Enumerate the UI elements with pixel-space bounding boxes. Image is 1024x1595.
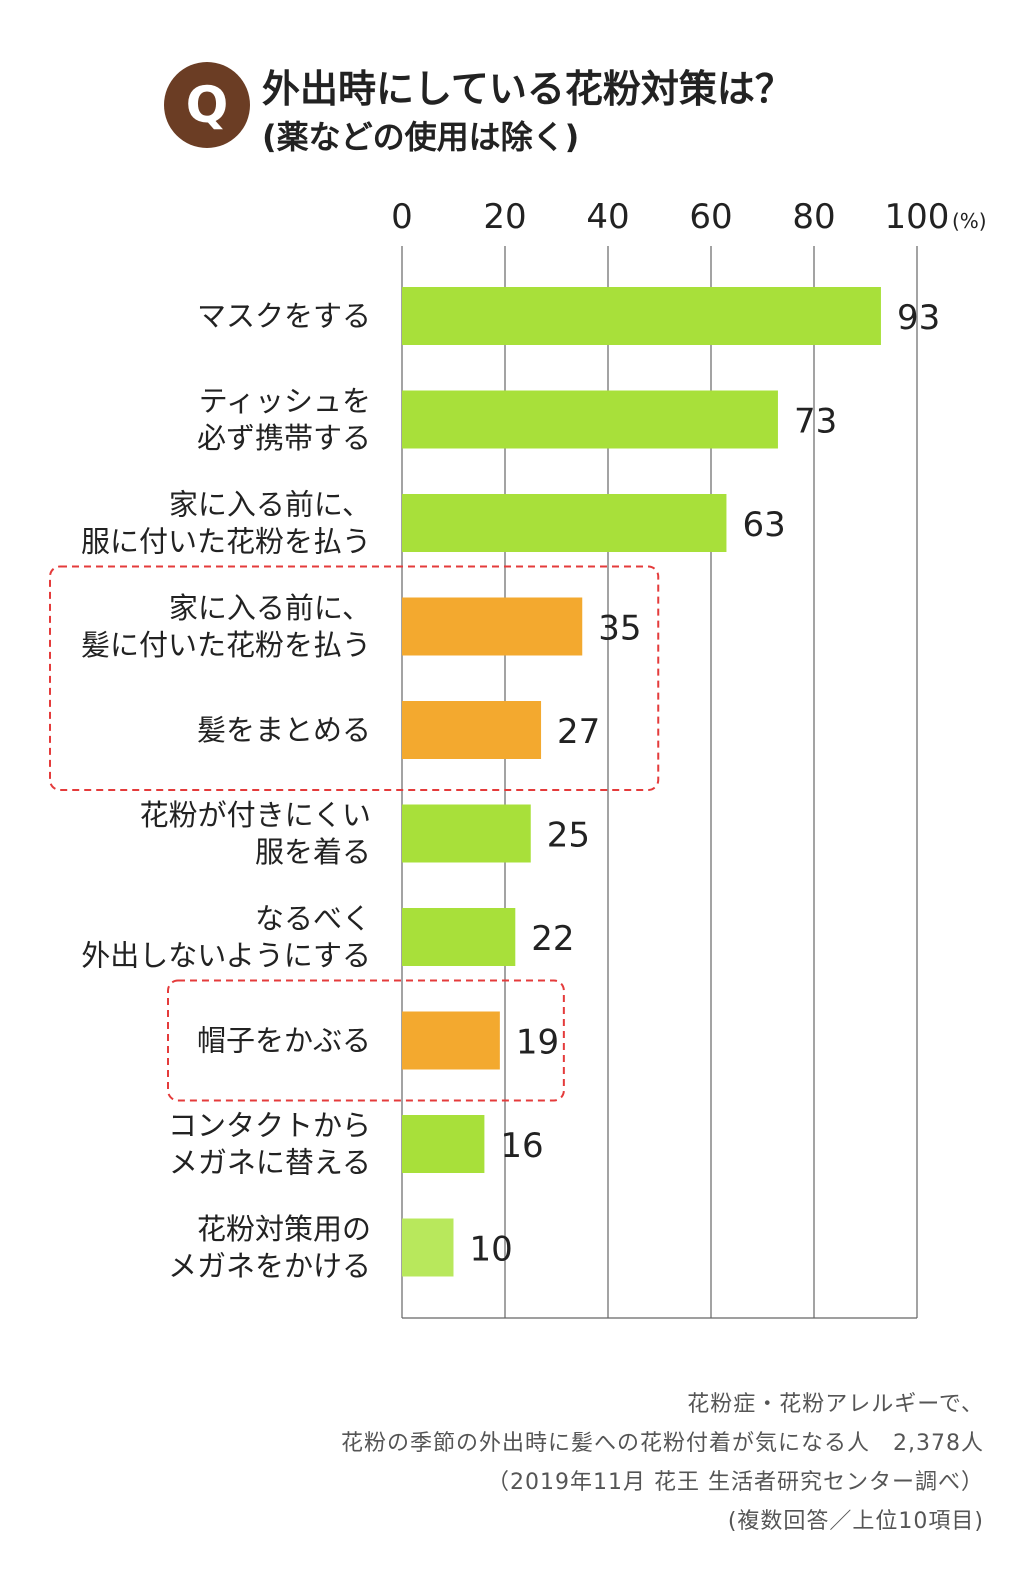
chart-subtitle: (薬などの使用は除く) [262, 118, 580, 156]
category-label: 花粉が付きにくい [140, 798, 371, 832]
bar [402, 908, 516, 966]
category-label: 家に入る前に、 [169, 591, 371, 625]
value-label: 63 [742, 505, 785, 545]
bar [402, 390, 778, 449]
x-tick-label: 80 [792, 197, 835, 237]
x-tick-label: 20 [483, 197, 526, 237]
highlight-box [49, 565, 660, 791]
value-label: 19 [516, 1023, 559, 1063]
bar [402, 701, 542, 759]
category-label: 花粉対策用の [197, 1212, 371, 1246]
chart-title: 外出時にしている花粉対策は？ [262, 67, 793, 111]
category-label: 服を着る [255, 835, 371, 869]
category-label: 服に付いた花粉を払う [81, 525, 371, 559]
bar [402, 287, 881, 345]
value-label: 27 [557, 712, 600, 752]
category-label: 必ず携帯する [197, 421, 371, 455]
category-label: コンタクトから [168, 1109, 371, 1143]
x-tick-label: 100 [885, 197, 950, 237]
bar [402, 804, 531, 863]
category-label: 帽子をかぶる [197, 1024, 371, 1058]
value-label: 93 [897, 298, 940, 338]
source-line: 花粉症・花粉アレルギーで、 [687, 1392, 984, 1417]
source-line: (複数回答／上位10項目) [727, 1509, 984, 1534]
category-label: 外出しないようにする [81, 939, 371, 973]
value-label: 25 [547, 816, 590, 856]
category-label: 髪に付いた花粉を払う [81, 628, 371, 662]
category-label: 髪をまとめる [197, 713, 371, 747]
highlight-box [167, 979, 565, 1102]
category-label: ティッシュを [199, 384, 371, 418]
value-label: 22 [531, 919, 574, 959]
value-label: 73 [794, 402, 837, 442]
x-tick-label: 60 [689, 197, 732, 237]
category-label: なるべく [255, 902, 371, 936]
value-label: 35 [598, 609, 641, 649]
category-label: 家に入る前に、 [169, 488, 371, 522]
source-note: 花粉症・花粉アレルギーで、 花粉の季節の外出時に髪への花粉付着が気になる人 2,… [341, 1385, 984, 1541]
bar [402, 1011, 500, 1070]
bar [402, 494, 727, 552]
x-tick-label: 40 [586, 197, 629, 237]
bar [402, 1218, 454, 1277]
category-label: マスクをする [197, 299, 371, 333]
value-label: 16 [500, 1126, 543, 1166]
bar [402, 1115, 485, 1173]
x-tick-label: 0 [391, 197, 413, 237]
source-line: 花粉の季節の外出時に髪への花粉付着が気になる人 2,378人 [341, 1431, 984, 1456]
bar [402, 597, 583, 656]
value-label: 10 [470, 1230, 513, 1270]
category-label: メガネをかける [168, 1249, 371, 1283]
source-line: （2019年11月 花王 生活者研究センター調べ） [487, 1470, 984, 1495]
q-badge: Q [164, 62, 250, 148]
x-unit-label: (%) [952, 209, 987, 233]
category-label: メガネに替える [169, 1146, 371, 1180]
